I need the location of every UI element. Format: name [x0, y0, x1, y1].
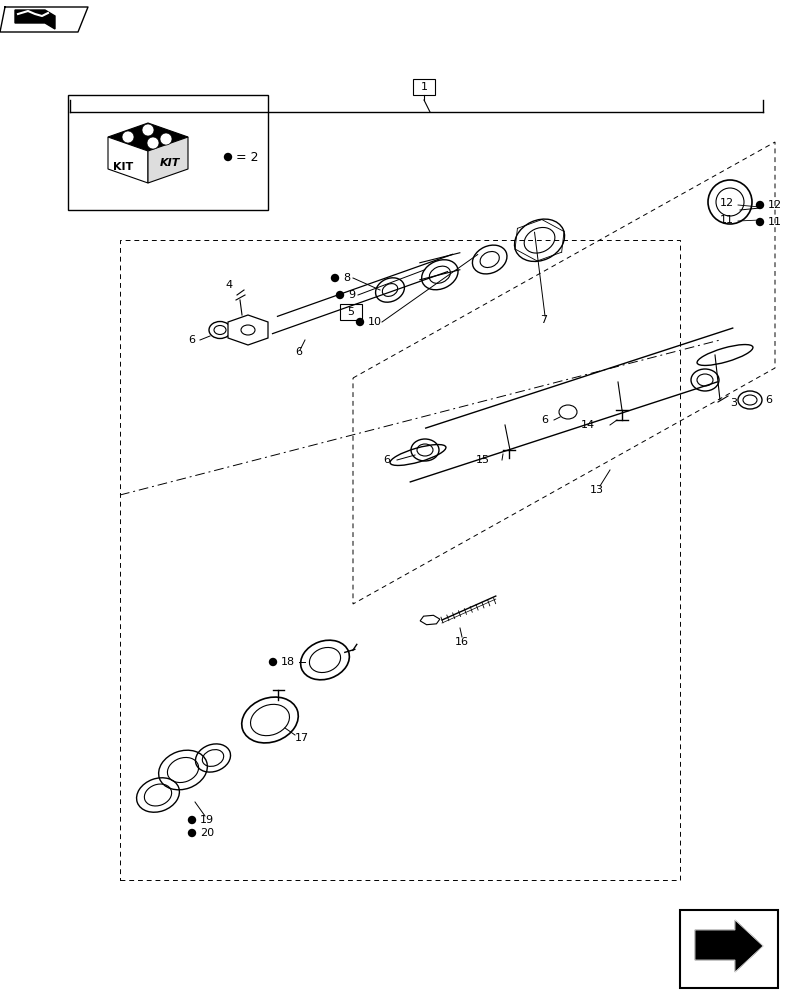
- Circle shape: [160, 133, 172, 145]
- Text: 12: 12: [719, 198, 733, 208]
- Text: 15: 15: [475, 455, 489, 465]
- Text: 5: 5: [347, 307, 354, 317]
- Bar: [679, 910, 777, 988]
- Text: 18: 18: [281, 657, 294, 667]
- Ellipse shape: [737, 391, 761, 409]
- Bar: [340, 304, 362, 320]
- Text: 9: 9: [348, 290, 354, 300]
- Circle shape: [336, 292, 343, 298]
- Text: 4: 4: [225, 280, 232, 290]
- Text: 16: 16: [454, 637, 469, 647]
- Polygon shape: [228, 315, 268, 345]
- Polygon shape: [694, 920, 762, 972]
- Circle shape: [756, 219, 762, 226]
- Text: 10: 10: [367, 317, 381, 327]
- Text: 17: 17: [294, 733, 309, 743]
- Circle shape: [142, 124, 154, 136]
- Circle shape: [188, 816, 195, 823]
- Ellipse shape: [208, 322, 230, 338]
- Text: 14: 14: [580, 420, 594, 430]
- Circle shape: [331, 274, 338, 282]
- Circle shape: [122, 131, 134, 143]
- Circle shape: [224, 154, 231, 161]
- Ellipse shape: [696, 374, 712, 386]
- Text: 8: 8: [342, 273, 350, 283]
- Text: 6: 6: [540, 415, 547, 425]
- Text: = 2: = 2: [236, 151, 258, 164]
- Polygon shape: [419, 615, 440, 625]
- Polygon shape: [15, 10, 55, 29]
- Text: 6: 6: [764, 395, 771, 405]
- Circle shape: [188, 829, 195, 836]
- Text: 7: 7: [539, 315, 547, 325]
- Text: 6: 6: [383, 455, 389, 465]
- Text: KIT: KIT: [113, 162, 133, 172]
- Bar: [68, 95, 268, 210]
- Text: 1: 1: [420, 82, 427, 92]
- Text: 12: 12: [767, 200, 781, 210]
- Circle shape: [356, 318, 363, 326]
- Polygon shape: [148, 137, 188, 183]
- Circle shape: [756, 202, 762, 209]
- Text: KIT: KIT: [160, 158, 180, 168]
- Polygon shape: [108, 137, 148, 183]
- Polygon shape: [0, 7, 88, 32]
- Ellipse shape: [214, 326, 225, 334]
- Text: 13: 13: [590, 485, 603, 495]
- Text: 3: 3: [729, 398, 736, 408]
- Text: 11: 11: [719, 215, 733, 225]
- Ellipse shape: [410, 439, 439, 461]
- Ellipse shape: [690, 369, 718, 391]
- Circle shape: [269, 658, 277, 666]
- Circle shape: [147, 137, 159, 149]
- Text: 6: 6: [294, 347, 302, 357]
- Text: 20: 20: [200, 828, 214, 838]
- Ellipse shape: [558, 405, 577, 419]
- Bar: [413, 79, 435, 95]
- Text: 19: 19: [200, 815, 214, 825]
- Polygon shape: [108, 123, 188, 151]
- Ellipse shape: [417, 444, 432, 456]
- Ellipse shape: [742, 395, 756, 405]
- Text: 11: 11: [767, 217, 781, 227]
- Text: 6: 6: [188, 335, 195, 345]
